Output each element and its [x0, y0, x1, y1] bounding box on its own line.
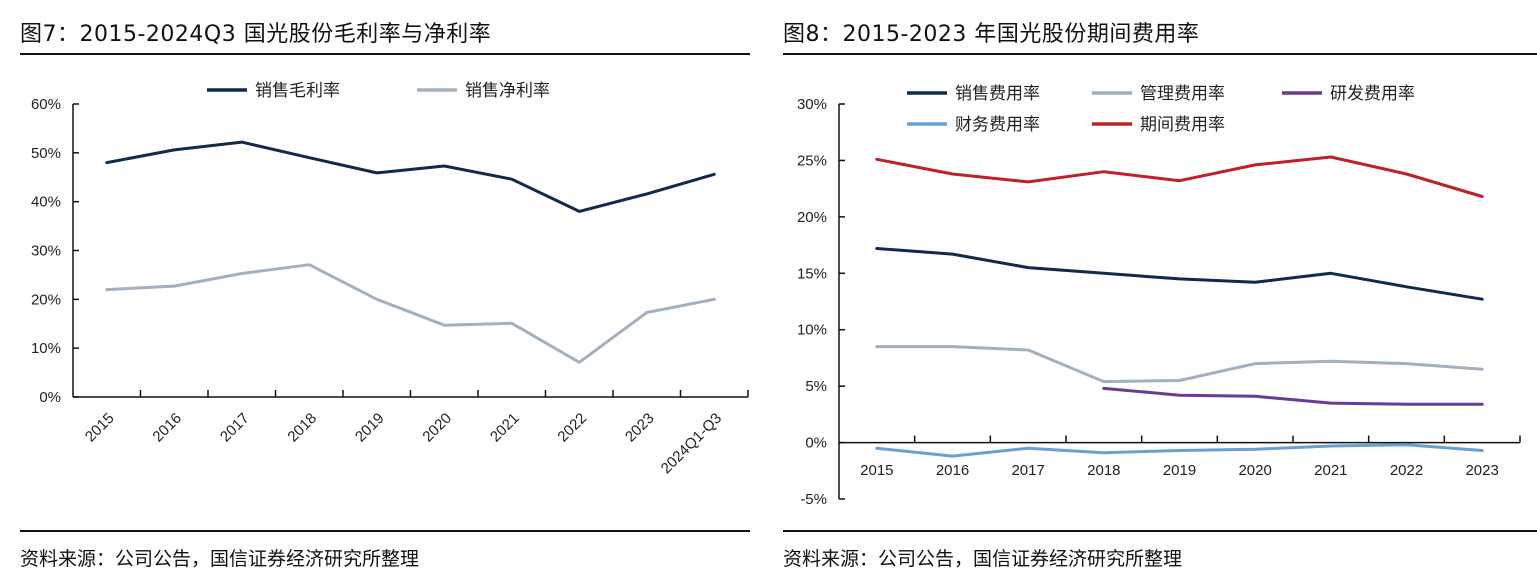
- series-4: [875, 443, 1484, 458]
- y-tick-label: 20%: [797, 209, 827, 226]
- y-tick-label: 60%: [31, 96, 61, 113]
- x-tick-label: 2016: [149, 410, 185, 446]
- legend-item: 财务费用率: [907, 115, 1040, 135]
- series-line: [105, 263, 716, 364]
- y-tick-label: 50%: [31, 145, 61, 162]
- y-tick-label: 30%: [31, 243, 61, 260]
- legend-label: 销售净利率: [465, 81, 550, 101]
- legend-label: 销售费用率: [955, 84, 1040, 104]
- figure-8-panel: 图8：2015-2023 年国光股份期间费用率 -5% 0% 5% 10% 15% 20%…: [770, 0, 1537, 584]
- x-tick-label: 2021: [1314, 462, 1347, 479]
- legend-label: 销售毛利率: [255, 81, 340, 101]
- series-2: [875, 345, 1484, 384]
- y-tick-label: 10%: [31, 340, 61, 357]
- margin-chart: 0% 10% 20% 30% 40% 50% 60% 2015 2016 2017 2018 2019…: [31, 81, 749, 477]
- x-tick-label: 2017: [217, 410, 253, 446]
- y-tick-label: 30%: [797, 96, 827, 113]
- series-line: [1102, 386, 1484, 406]
- figure-7-source: 资料来源：公司公告，国信证券经济研究所整理: [20, 548, 420, 570]
- legend-label: 财务费用率: [955, 115, 1040, 135]
- title-divider: [20, 53, 750, 55]
- series-line: [875, 247, 1484, 301]
- x-tick-label: 2019: [352, 410, 388, 446]
- series-3: [1102, 386, 1484, 406]
- y-tick-label: 15%: [797, 265, 827, 282]
- series-line: [875, 155, 1484, 198]
- x-tick-label: 2020: [419, 410, 455, 446]
- figure-7-panel: 图7：2015-2024Q3 国光股份毛利率与净利率 0% 10% 20% 30% 40…: [0, 0, 760, 584]
- y-tick-label: 0%: [39, 389, 61, 406]
- legend-label: 期间费用率: [1140, 115, 1225, 135]
- y-tick-label: 5%: [805, 378, 827, 395]
- legend-item: 销售费用率: [907, 84, 1040, 104]
- legend-item: 销售净利率: [417, 81, 550, 101]
- series-line: [105, 140, 716, 213]
- series-2: [105, 263, 716, 364]
- figure-7-title: 图7：2015-2024Q3 国光股份毛利率与净利率: [20, 22, 492, 47]
- x-tick-label: 2017: [1011, 462, 1044, 479]
- footer-divider: [20, 530, 750, 532]
- x-tick-label: 2023: [1465, 462, 1498, 479]
- x-tick-label: 2022: [554, 410, 590, 446]
- legend-item: 管理费用率: [1092, 84, 1225, 104]
- series-5: [875, 155, 1484, 198]
- legend-label: 管理费用率: [1140, 84, 1225, 104]
- x-tick-label: 2015: [860, 462, 893, 479]
- y-tick-label: 10%: [797, 322, 827, 339]
- y-tick-label: 40%: [31, 194, 61, 211]
- legend-item: 期间费用率: [1092, 115, 1225, 135]
- title-divider: [783, 53, 1537, 55]
- series-line: [875, 443, 1484, 458]
- x-tick-label: 2018: [1087, 462, 1120, 479]
- x-tick-label: 2016: [936, 462, 969, 479]
- series-1: [105, 140, 716, 213]
- x-tick-label: 2024Q1-Q3: [658, 410, 725, 477]
- legend-item: 销售毛利率: [207, 81, 340, 101]
- x-tick-label: 2021: [487, 410, 523, 446]
- x-tick-label: 2019: [1163, 462, 1196, 479]
- x-tick-label: 2022: [1390, 462, 1423, 479]
- legend-label: 研发费用率: [1330, 84, 1415, 104]
- x-tick-label: 2015: [82, 410, 118, 446]
- figure-8-title: 图8：2015-2023 年国光股份期间费用率: [783, 22, 1200, 47]
- y-tick-label: -5%: [800, 491, 827, 508]
- legend-item: 研发费用率: [1282, 84, 1415, 104]
- x-tick-label: 2023: [622, 410, 658, 446]
- x-tick-label: 2018: [284, 410, 320, 446]
- footer-divider: [783, 530, 1537, 532]
- y-tick-label: 20%: [31, 291, 61, 308]
- series-line: [875, 345, 1484, 384]
- figure-8-source: 资料来源：公司公告，国信证券经济研究所整理: [783, 548, 1183, 570]
- expense-chart: -5% 0% 5% 10% 15% 20% 25% 30% 2015 2016 2017 2018 20…: [797, 84, 1521, 508]
- x-tick-label: 2020: [1238, 462, 1271, 479]
- series-1: [875, 247, 1484, 301]
- y-tick-label: 0%: [805, 435, 827, 452]
- y-tick-label: 25%: [797, 152, 827, 169]
